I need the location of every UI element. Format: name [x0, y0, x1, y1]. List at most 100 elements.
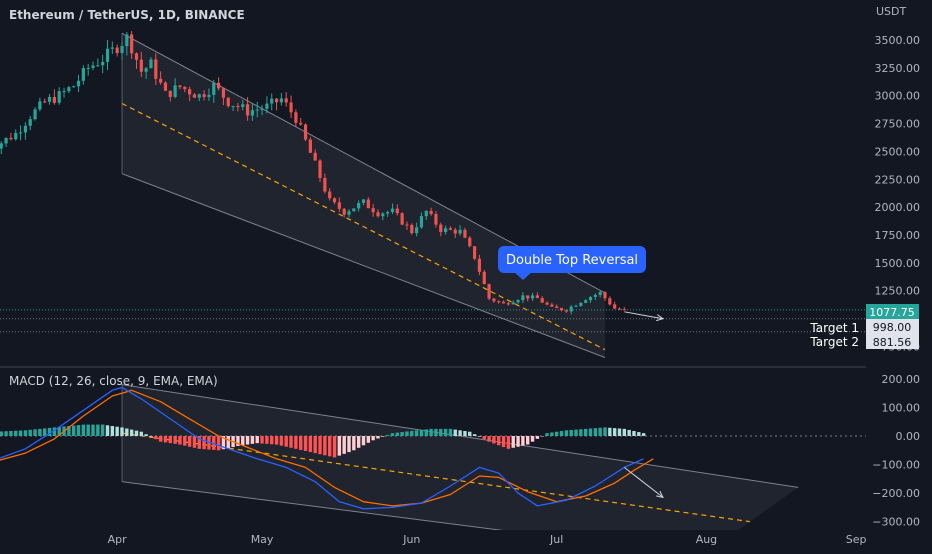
macd-histogram-bar — [332, 436, 337, 458]
candle-down — [183, 86, 187, 90]
macd-histogram-bar — [395, 432, 400, 436]
macd-histogram-bar — [400, 432, 404, 436]
candle-down — [289, 102, 293, 113]
macd-histogram-bar — [14, 430, 18, 436]
annotation-text: Double Top Reversal — [506, 253, 638, 268]
macd-histogram-bar — [555, 431, 559, 436]
candle-down — [482, 271, 486, 285]
candle-up — [598, 292, 602, 295]
candle-up — [415, 227, 419, 234]
candle-up — [511, 302, 515, 305]
candle-down — [245, 104, 250, 116]
macd-histogram-bar — [96, 424, 100, 436]
candle-up — [279, 98, 283, 103]
candle-down — [274, 98, 279, 103]
current-price-value: 1077.75 — [869, 306, 915, 319]
macd-histogram-bar — [274, 436, 279, 445]
macd-histogram-bar — [241, 436, 245, 446]
candle-up — [352, 208, 356, 212]
macd-tick-label: 0.00 — [896, 430, 921, 443]
macd-histogram-bar — [337, 436, 342, 456]
candle-down — [410, 225, 414, 234]
macd-axis[interactable]: 200.00 100.00 0.00 −100.00 −200.00 −300.00 — [872, 373, 920, 529]
candle-up — [521, 295, 525, 301]
candle-down — [178, 85, 182, 87]
chart-title: Ethereum / TetherUS, 1D, BINANCE — [9, 8, 245, 22]
candle-up — [76, 80, 81, 87]
candle-up — [110, 47, 114, 49]
time-tick-label: Sep — [846, 533, 867, 546]
macd-histogram-bar — [129, 429, 134, 436]
price-tick-label: 2000.00 — [875, 201, 921, 214]
price-tick-label: 3250.00 — [875, 62, 921, 75]
candle-down — [192, 94, 197, 98]
macd-histogram-bar — [187, 436, 192, 447]
candle-down — [303, 124, 308, 140]
signal-line — [0, 389, 654, 507]
macd-histogram-bar — [583, 428, 588, 436]
candle-up — [212, 82, 216, 95]
candle-down — [221, 88, 226, 98]
macd-histogram-bar — [178, 436, 182, 445]
macd-histogram-bar — [86, 424, 90, 436]
candle-down — [188, 89, 192, 95]
macd-histogram-bar — [381, 436, 385, 437]
macd-histogram-bar — [144, 434, 148, 436]
macd-histogram-bar — [492, 436, 496, 444]
candle-down — [448, 228, 453, 230]
candle-down — [617, 308, 622, 310]
macd-histogram-bar — [72, 425, 76, 436]
macd-histogram-bar — [540, 436, 544, 437]
double-top-annotation[interactable]: Double Top Reversal — [498, 246, 646, 280]
macd-histogram-bar — [197, 436, 201, 449]
candle-up — [38, 101, 42, 110]
candle-down — [163, 82, 168, 91]
candle-down — [294, 112, 298, 123]
candle-up — [419, 216, 424, 228]
candle-down — [477, 258, 482, 272]
macd-histogram-bar — [23, 430, 28, 436]
candle-down — [299, 122, 303, 125]
time-axis[interactable]: Apr May Jun Jul Aug Sep — [108, 533, 867, 546]
candle-down — [535, 295, 539, 299]
macd-histogram-bar — [385, 434, 390, 436]
candle-up — [444, 228, 448, 233]
candle-down — [139, 59, 143, 72]
macd-histogram-bar — [303, 436, 308, 451]
macd-histogram-bar — [163, 436, 168, 443]
macd-histogram-bar — [173, 436, 177, 444]
candle-up — [530, 295, 535, 299]
macd-histogram-bar — [434, 428, 438, 436]
candle-down — [506, 303, 510, 305]
candle-up — [144, 68, 148, 72]
candle-down — [501, 301, 506, 304]
macd-histogram-bar — [67, 426, 71, 436]
target2-price-tag — [866, 334, 919, 349]
candle-up — [255, 109, 259, 111]
candle-up — [260, 108, 264, 110]
macd-histogram-bar — [371, 436, 375, 441]
macd-histogram-bar — [627, 429, 631, 436]
macd-histogram-bar — [535, 436, 540, 439]
macd-histogram-bar — [221, 436, 226, 450]
price-axis[interactable]: 3500.00 3250.00 3000.00 2750.00 2500.00 2250.… — [866, 0, 932, 550]
candle-down — [308, 139, 312, 153]
macd-histogram-bar — [4, 431, 8, 436]
macd-histogram-bar — [574, 429, 578, 436]
candle-down — [429, 210, 433, 215]
macd-legend: MACD (12, 26, close, 9, EMA, EMA) — [9, 374, 218, 388]
candle-down — [603, 292, 607, 299]
macd-histogram-bar — [250, 436, 255, 444]
macd-histogram-bar — [33, 429, 37, 436]
target2-price-value: 881.56 — [873, 336, 912, 349]
macd-histogram-bar — [226, 436, 230, 449]
candle-down — [342, 208, 346, 215]
annotation-box — [498, 246, 646, 273]
macd-histogram-bar — [612, 428, 617, 436]
candle-up — [231, 106, 235, 108]
macd-histogram-bar — [516, 436, 520, 447]
candle-up — [569, 306, 573, 312]
price-channel-lower — [121, 173, 606, 358]
